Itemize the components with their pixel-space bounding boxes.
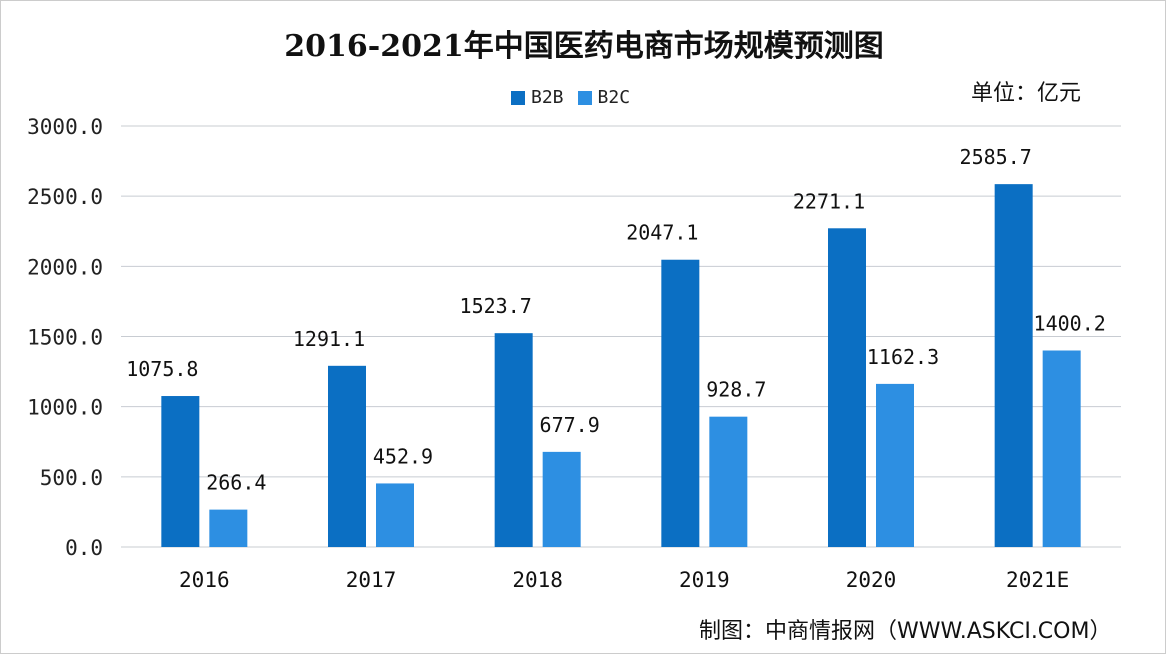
bar-b2c-2016 [209,509,248,547]
legend-swatch-b2b [511,90,525,105]
bar-b2c-2017 [376,483,414,547]
bar-b2c-2018 [542,451,581,547]
data-label: 1075.8 [126,357,198,381]
y-tick-label: 1000.0 [27,396,103,420]
data-label: 266.4 [206,471,266,495]
data-label: 1162.3 [867,345,939,369]
y-tick-label: 3000.0 [27,115,103,139]
y-tick-label: 2500.0 [27,185,103,209]
data-label: 1523.7 [460,294,532,318]
bar-b2c-2021E [1042,350,1081,547]
data-label: 2271.1 [793,189,865,213]
bar-b2b-2018 [494,333,533,547]
bar-b2b-2016 [161,396,200,547]
data-label: 2047.1 [626,221,698,245]
data-label: 2585.7 [960,145,1032,169]
bar-b2c-2020 [876,383,914,547]
data-label: 452.9 [373,444,433,468]
legend-swatch-b2c [577,90,592,105]
bar-b2c-2019 [709,416,748,547]
legend-label-b2b: B2B [531,87,564,108]
unit-label: 单位：亿元 [971,81,1082,106]
legend-item-b2b: B2B [511,87,564,108]
x-tick-label: 2018 [512,568,563,592]
x-tick-label: 2017 [346,568,397,592]
x-tick-label: 2016 [179,568,230,592]
data-label: 1400.2 [1034,312,1106,336]
chart-title: 2016-2021年中国医药电商市场规模预测图 [284,29,884,64]
y-tick-label: 0.0 [65,536,103,560]
bar-b2b-2020 [828,228,866,547]
x-tick-label: 2021E [1006,568,1069,592]
y-tick-label: 500.0 [40,466,103,490]
bar-b2b-2019 [661,259,700,547]
y-tick-label: 1500.0 [27,326,103,350]
legend-label-b2c: B2C [597,87,631,108]
y-tick-label: 2000.0 [27,255,103,279]
bar-b2b-2021E [994,184,1033,547]
data-label: 677.9 [540,413,600,437]
legend: B2B B2C [511,87,630,108]
legend-item-b2c: B2C [577,87,631,108]
bar-b2b-2017 [328,365,366,547]
source-note: 制图：中商情报网（WWW.ASKCI.COM） [699,619,1112,644]
data-label: 1291.1 [293,327,365,351]
x-tick-label: 2020 [846,568,897,592]
x-tick-label: 2019 [679,568,730,592]
data-label: 928.7 [706,378,766,402]
